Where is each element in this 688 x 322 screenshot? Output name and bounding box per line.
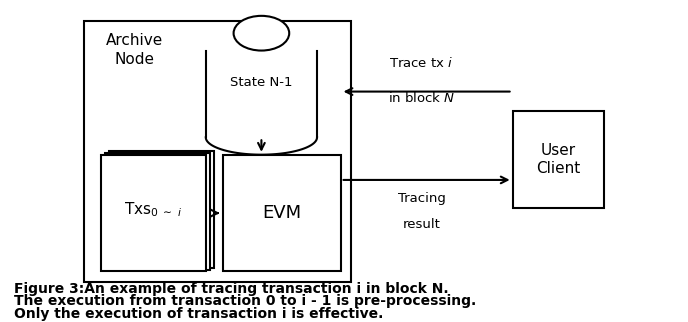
Bar	[109, 151, 214, 268]
Bar	[513, 110, 603, 208]
Polygon shape	[206, 51, 317, 137]
Text: Figure 3:An example of tracing transaction i in block N.: Figure 3:An example of tracing transacti…	[14, 282, 449, 296]
Text: result: result	[402, 218, 440, 231]
Bar	[85, 21, 351, 282]
Text: Txs$_{0\ \sim\ i}$: Txs$_{0\ \sim\ i}$	[125, 201, 182, 219]
Bar	[101, 155, 206, 271]
Text: State N-1: State N-1	[230, 76, 292, 89]
Text: EVM: EVM	[262, 204, 301, 222]
Text: Trace tx $i$: Trace tx $i$	[389, 56, 453, 70]
Text: in block $N$: in block $N$	[388, 91, 455, 105]
Text: Archive
Node: Archive Node	[107, 33, 164, 67]
Bar	[223, 155, 341, 271]
Text: User
Client: User Client	[536, 143, 580, 176]
Ellipse shape	[234, 16, 289, 51]
Text: Tracing: Tracing	[398, 192, 445, 205]
Text: Only the execution of transaction i is effective.: Only the execution of transaction i is e…	[14, 307, 383, 321]
Bar	[105, 153, 210, 270]
Text: The execution from transaction 0 to i - 1 is pre-processing.: The execution from transaction 0 to i - …	[14, 294, 476, 308]
